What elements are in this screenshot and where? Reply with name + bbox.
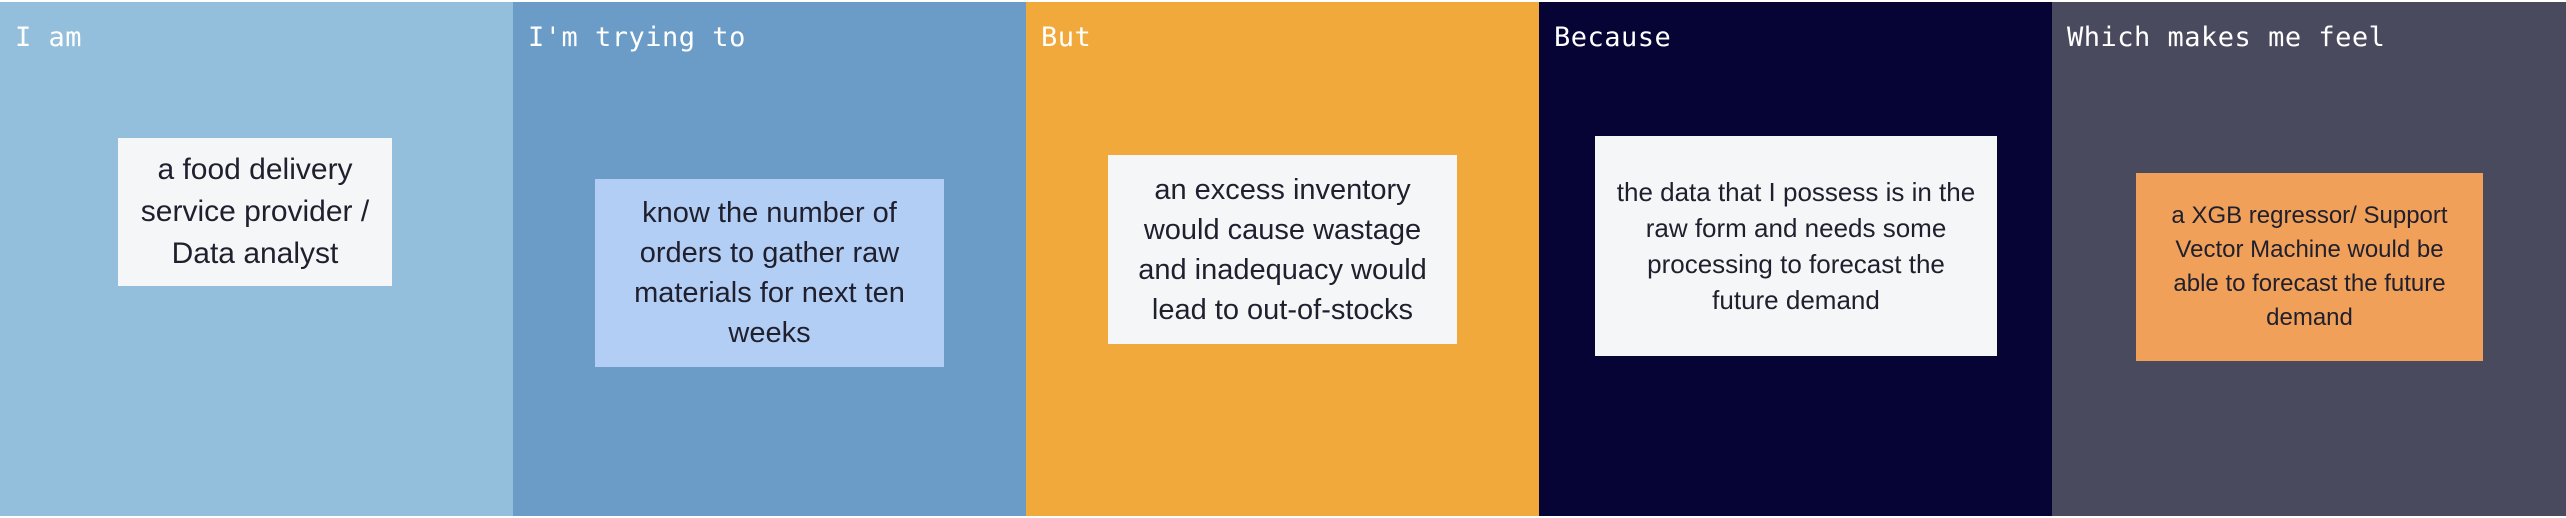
- sticky-note-text: an excess inventory would cause wastage …: [1138, 173, 1427, 326]
- sticky-note[interactable]: a XGB regressor/ Support Vector Machine …: [2136, 173, 2483, 361]
- sticky-note[interactable]: the data that I possess is in the raw fo…: [1595, 136, 1997, 356]
- sticky-note[interactable]: know the number of orders to gather raw …: [595, 179, 944, 367]
- sticky-note-text: know the number of orders to gather raw …: [634, 197, 905, 349]
- sticky-note[interactable]: an excess inventory would cause wastage …: [1108, 155, 1457, 344]
- column-title: But: [1041, 22, 1092, 53]
- column-title: Which makes me feel: [2067, 22, 2386, 53]
- column-title: Because: [1554, 22, 1672, 53]
- column-title: I am: [15, 22, 83, 53]
- sticky-note-text: a XGB regressor/ Support Vector Machine …: [2171, 202, 2448, 331]
- sticky-note-text: a food delivery service provider / Data …: [140, 153, 370, 270]
- sticky-note-text: the data that I possess is in the raw fo…: [1616, 177, 1976, 315]
- column-title: I'm trying to: [528, 22, 746, 53]
- sticky-note[interactable]: a food delivery service provider / Data …: [118, 138, 392, 286]
